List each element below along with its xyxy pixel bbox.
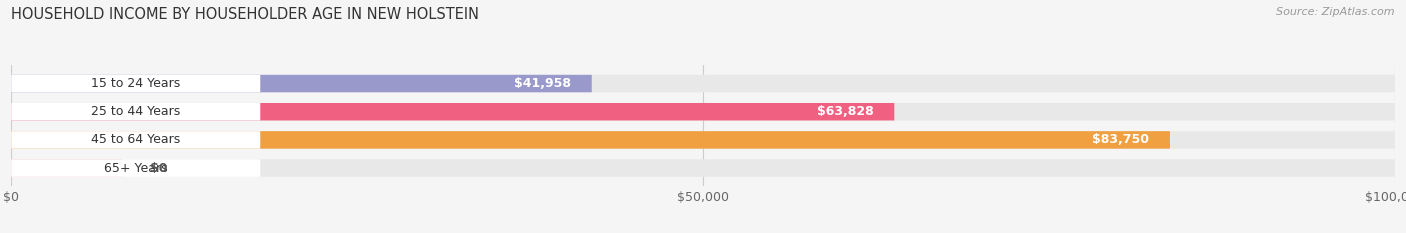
FancyBboxPatch shape: [11, 103, 894, 120]
Text: 65+ Years: 65+ Years: [104, 161, 167, 175]
Text: 25 to 44 Years: 25 to 44 Years: [91, 105, 180, 118]
Text: 45 to 64 Years: 45 to 64 Years: [91, 134, 180, 146]
FancyBboxPatch shape: [11, 131, 1395, 149]
Text: $0: $0: [149, 161, 167, 175]
Text: HOUSEHOLD INCOME BY HOUSEHOLDER AGE IN NEW HOLSTEIN: HOUSEHOLD INCOME BY HOUSEHOLDER AGE IN N…: [11, 7, 479, 22]
FancyBboxPatch shape: [11, 131, 260, 149]
FancyBboxPatch shape: [11, 159, 260, 177]
FancyBboxPatch shape: [11, 103, 260, 120]
FancyBboxPatch shape: [11, 131, 1170, 149]
Text: $41,958: $41,958: [515, 77, 571, 90]
Text: $83,750: $83,750: [1092, 134, 1149, 146]
FancyBboxPatch shape: [11, 75, 260, 92]
FancyBboxPatch shape: [11, 75, 1395, 92]
Text: Source: ZipAtlas.com: Source: ZipAtlas.com: [1277, 7, 1395, 17]
FancyBboxPatch shape: [11, 103, 1395, 120]
Text: 15 to 24 Years: 15 to 24 Years: [91, 77, 180, 90]
FancyBboxPatch shape: [11, 159, 122, 177]
FancyBboxPatch shape: [11, 159, 1395, 177]
Text: $63,828: $63,828: [817, 105, 873, 118]
FancyBboxPatch shape: [11, 75, 592, 92]
